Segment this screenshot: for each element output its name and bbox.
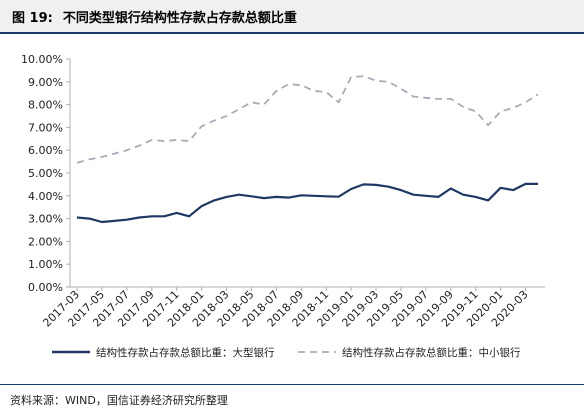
source-divider [0, 384, 584, 385]
source-note: 资料来源：WIND，国信证券经济研究所整理 [10, 394, 228, 407]
y-tick-label: 0.00% [28, 281, 63, 294]
legend-label-large-banks: 结构性存款占存款总额比重：大型银行 [96, 346, 275, 359]
y-tick-label: 7.00% [28, 121, 63, 134]
series-line-small-medium-banks [76, 75, 539, 164]
y-tick-label: 3.00% [28, 213, 63, 226]
y-tick-label: 5.00% [28, 167, 63, 180]
figure-title-bar: 图 19: 不同类型银行结构性存款占存款总额比重 [0, 0, 584, 34]
series-line-large-banks [76, 182, 538, 224]
line-chart: 0.00% 1.00% 2.00% 3.00% 4.00% 5.00% 6.00% 7.00%… [21, 53, 545, 359]
y-tick-label: 9.00% [28, 76, 63, 89]
y-tick-label: 4.00% [28, 190, 63, 203]
figure-title: 不同类型银行结构性存款占存款总额比重 [62, 10, 297, 26]
figure-number: 图 19: [12, 10, 53, 26]
chart-area: 0.00% 1.00% 2.00% 3.00% 4.00% 5.00% 6.00% 7.00%… [0, 34, 584, 374]
y-tick-label: 8.00% [28, 99, 63, 112]
legend-label-small-medium-banks: 结构性存款占存款总额比重：中小银行 [342, 346, 521, 359]
y-tick-label: 2.00% [28, 235, 63, 248]
y-tick-label: 10.00% [21, 53, 63, 66]
y-tick-label: 1.00% [28, 258, 63, 271]
y-tick-label: 6.00% [28, 144, 63, 157]
